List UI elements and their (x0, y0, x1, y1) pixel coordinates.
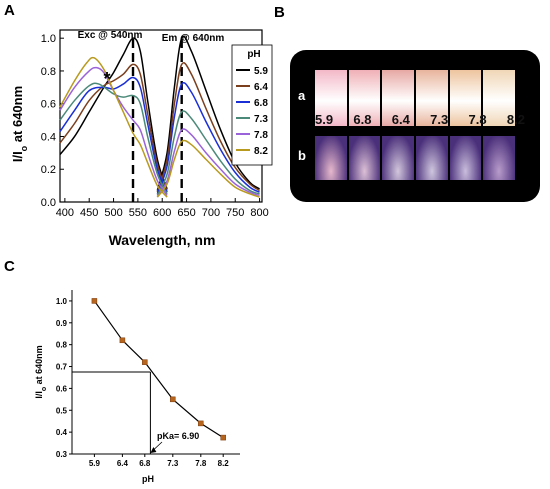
spectra-x-tick-label: 800 (250, 207, 268, 219)
vial-ph-label-3: 6.4 (391, 112, 410, 127)
vial-ph-labels: 5.9 6.8 6.4 7.3 7.8 8.2 (315, 112, 525, 127)
spectra-x-tick-label: 650 (177, 207, 195, 219)
vial-a-1 (315, 70, 347, 126)
excitation-label: Exc @ 540nm (78, 30, 143, 41)
spectra-x-tick-label: 400 (56, 207, 74, 219)
panel-label-b: B (274, 4, 285, 21)
spectra-x-tick-label: 500 (104, 207, 122, 219)
emission-series-6.4 (156, 62, 260, 193)
spectra-x-tick-label: 750 (226, 207, 244, 219)
vial-row-b (315, 136, 516, 180)
spectra-x-tick-label: 600 (153, 207, 171, 219)
legend-entry-6.4: 6.4 (254, 82, 268, 93)
vial-photo: 5.9 6.8 6.4 7.3 7.8 8.2 a b (290, 50, 540, 202)
vial-b-4 (416, 136, 448, 180)
isosbestic-marker: * (103, 69, 110, 89)
spectra-y-tick-label: 1.0 (41, 33, 56, 45)
excitation-series-6.4 (59, 63, 168, 191)
vial-ph-label-2: 6.8 (353, 112, 372, 127)
vial-ph-label-6: 8.2 (506, 112, 525, 127)
emission-series-8.2 (156, 139, 260, 198)
vial-b-6 (483, 136, 516, 180)
spectra-y-tick-label: 0.0 (41, 197, 56, 209)
emission-series-5.9 (156, 35, 260, 191)
vial-a-3 (382, 70, 415, 126)
vial-ph-label-4: 7.3 (430, 112, 449, 127)
spectra-y-tick-label: 0.6 (41, 99, 56, 111)
vial-b-3 (382, 136, 415, 180)
vial-row-a (315, 70, 516, 126)
legend-entry-7.3: 7.3 (254, 114, 268, 125)
vial-a-2 (348, 70, 381, 126)
excitation-series-7.3 (59, 82, 168, 195)
spectra-x-axis-label: Wavelength, nm (109, 232, 216, 248)
vial-a-4 (416, 70, 448, 126)
vial-b-5 (449, 136, 482, 180)
spectra-x-tick-label: 700 (202, 207, 220, 219)
excitation-series-8.2 (59, 56, 168, 198)
vial-a-6 (483, 70, 516, 126)
vial-a-5 (449, 70, 482, 126)
spectra-y-tick-label: 0.2 (41, 164, 56, 176)
spectra-y-tick-label: 0.8 (41, 66, 56, 78)
excitation-series-7.8 (59, 66, 168, 196)
emission-series-7.8 (156, 128, 260, 198)
vial-b-2 (348, 136, 381, 180)
vial-ph-label-1: 5.9 (315, 112, 334, 127)
spectra-y-axis-label: I/Io at 640nm (10, 86, 29, 162)
legend-entry-5.9: 5.9 (254, 66, 268, 77)
excitation-series-5.9 (59, 37, 168, 190)
emission-series-6.8 (156, 81, 260, 195)
spectra-y-tick-label: 0.4 (41, 131, 56, 143)
emission-label: Em @ 640nm (162, 33, 225, 44)
excitation-series-6.8 (59, 76, 168, 193)
spectra-legend: pH 5.9 6.4 6.8 7.3 7.8 8.2 (231, 44, 273, 166)
row-label-a: a (298, 88, 306, 103)
legend-entry-7.8: 7.8 (254, 130, 268, 141)
spectra-x-tick-label: 550 (129, 207, 147, 219)
emission-series-7.3 (156, 110, 260, 196)
vial-ph-label-5: 7.8 (468, 112, 487, 127)
legend-title: pH (247, 49, 260, 60)
panel-label-a: A (4, 2, 15, 19)
panel-label-c: C (4, 258, 15, 275)
legend-entry-6.8: 6.8 (254, 98, 268, 109)
legend-entry-8.2: 8.2 (254, 146, 268, 157)
spectra-x-tick-label: 450 (80, 207, 98, 219)
vial-b-1 (315, 136, 347, 180)
row-label-b: b (298, 148, 306, 163)
